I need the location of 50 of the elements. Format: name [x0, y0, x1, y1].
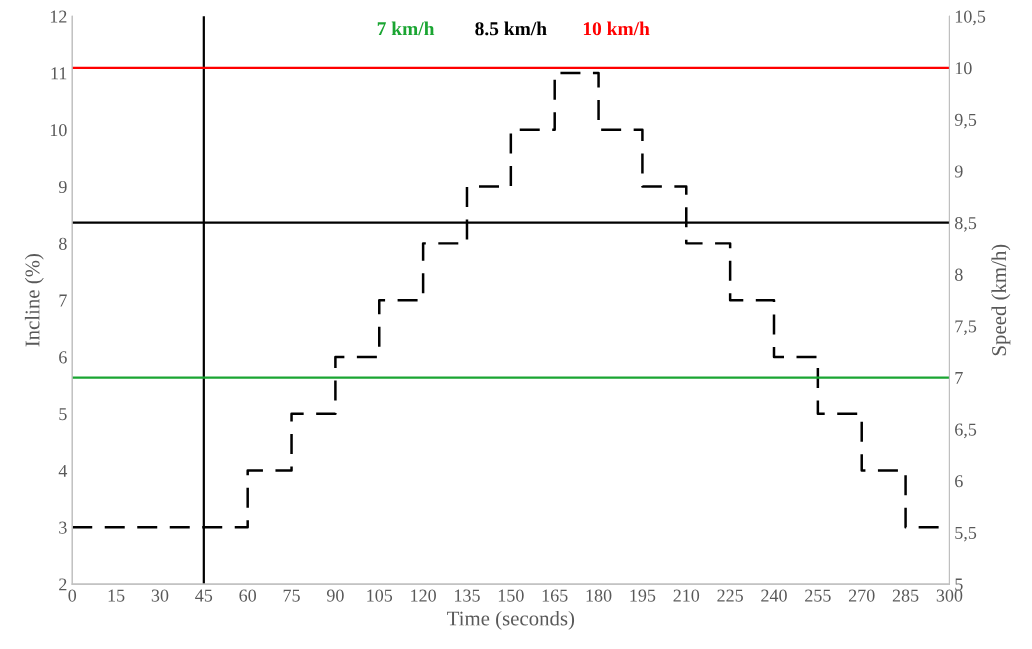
y-tick-label: 5: [59, 408, 67, 421]
x-tick-label: 300: [936, 589, 963, 602]
y2-tick-label: 6,5: [955, 423, 977, 439]
x-tick-label: 195: [630, 589, 656, 602]
y2-tick-label: 6: [955, 475, 963, 488]
y-tick-label: 4: [58, 464, 68, 477]
x-tick-label: 0: [68, 589, 77, 602]
x-tick-label: 45: [195, 589, 213, 602]
ref-line-label: 10 km/h: [583, 21, 650, 36]
y2-tick-label: 5,5: [955, 526, 977, 542]
x-tick-label: 105: [367, 589, 393, 602]
x-tick-label: 75: [283, 589, 300, 602]
x-tick-label: 90: [326, 589, 344, 602]
x-tick-label: 150: [498, 589, 524, 602]
y-tick-label: 7: [59, 294, 67, 307]
y2-tick-label: 10: [955, 62, 972, 75]
x-tick-label: 255: [805, 589, 831, 602]
y-axis-title: Incline (%): [24, 253, 44, 347]
y2-tick-label: 8: [954, 268, 963, 281]
x-tick-label: 135: [455, 589, 480, 602]
y2-tick-label: 9,5: [954, 113, 977, 129]
x-tick-label: 225: [717, 589, 743, 602]
y-tick-label: 11: [51, 67, 67, 80]
y-tick-label: 2: [59, 578, 67, 591]
x-tick-label: 285: [892, 589, 919, 602]
x-axis-title: Time (seconds): [447, 610, 575, 630]
y-tick-label: 9: [58, 180, 67, 194]
x-tick-label: 15: [108, 589, 125, 602]
y2-tick-label: 5: [955, 578, 963, 591]
y-tick-label: 12: [50, 10, 67, 23]
y2-tick-label: 9: [954, 165, 963, 178]
y2-tick-label: 7,5: [955, 320, 977, 336]
x-tick-label: 30: [151, 589, 169, 602]
y2-tick-label: 10,5: [955, 10, 986, 26]
x-tick-label: 60: [239, 589, 257, 602]
x-tick-label: 240: [761, 589, 787, 602]
ref-line-label: 8.5 km/h: [475, 21, 547, 36]
y-tick-label: 6: [59, 351, 67, 364]
x-tick-label: 120: [411, 589, 436, 602]
x-tick-label: 180: [586, 589, 612, 602]
x-tick-label: 270: [848, 589, 875, 602]
y-tick-label: 8: [59, 237, 67, 250]
ref-line-label: 7 km/h: [377, 21, 435, 36]
y2-tick-label: 8,5: [954, 216, 977, 232]
y-tick-label: 10: [50, 124, 67, 137]
y2-axis-title: Speed (km/h): [991, 244, 1011, 356]
y2-tick-label: 7: [955, 372, 963, 384]
x-tick-label: 165: [542, 589, 568, 602]
x-tick-label: 210: [673, 589, 700, 602]
y-tick-label: 3: [59, 521, 67, 534]
